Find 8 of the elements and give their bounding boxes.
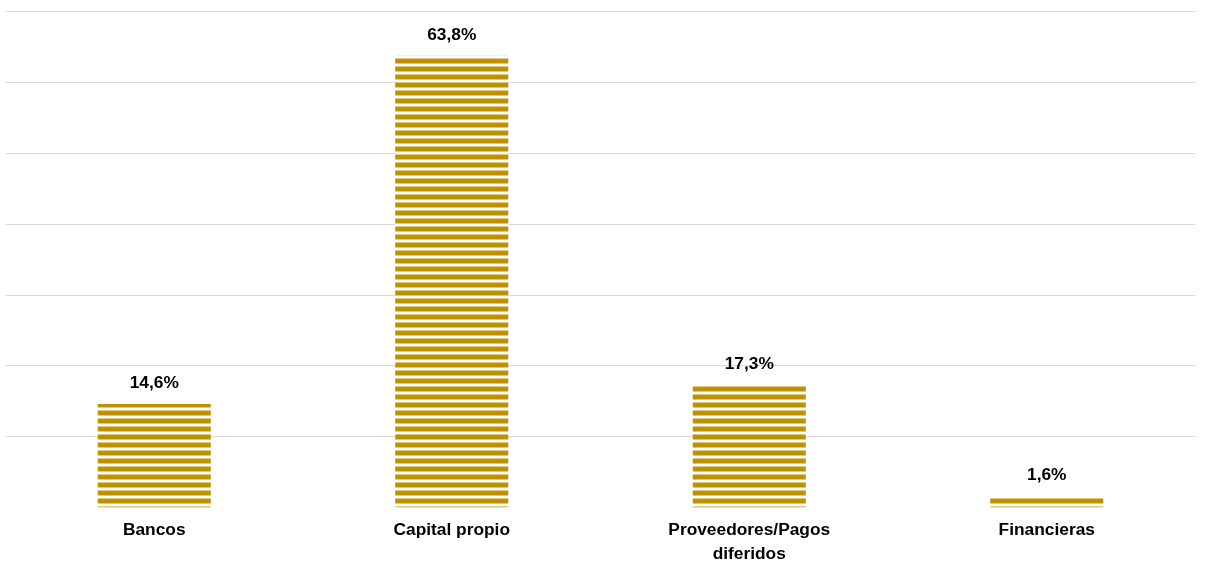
data-label: 63,8%	[427, 23, 477, 44]
x-tick-label: Capital propio	[393, 518, 510, 539]
x-tick-label: Proveedores/Pagos diferidos	[668, 518, 831, 563]
x-tick-label: Financieras	[998, 518, 1095, 539]
data-label: 14,6%	[129, 372, 179, 393]
data-label: 17,3%	[724, 352, 774, 373]
data-label: 1,6%	[1027, 464, 1067, 485]
x-tick-label: Bancos	[122, 518, 186, 539]
